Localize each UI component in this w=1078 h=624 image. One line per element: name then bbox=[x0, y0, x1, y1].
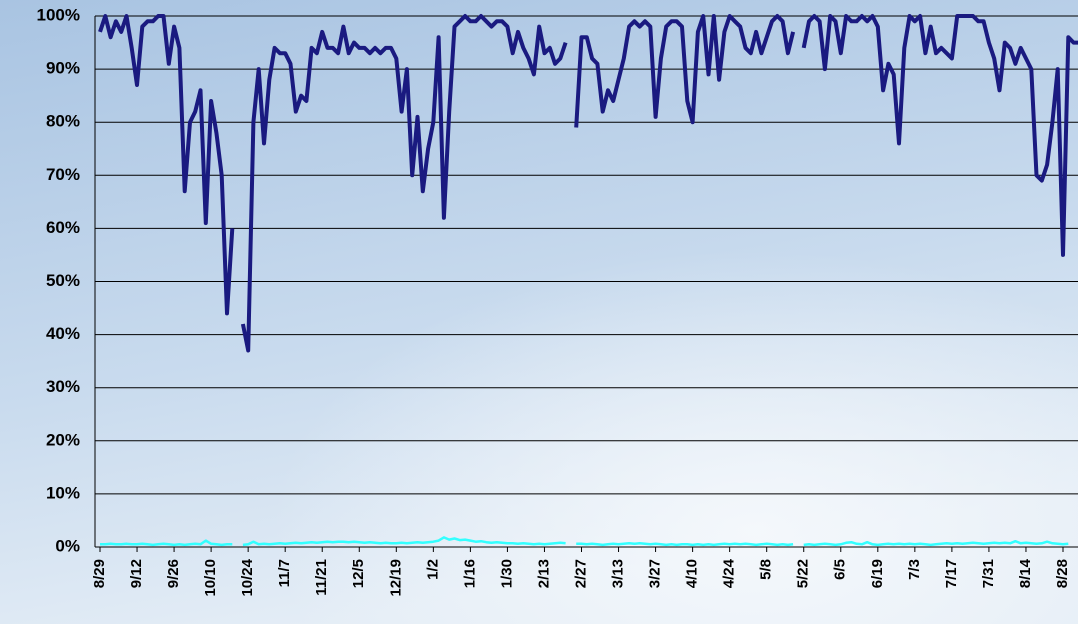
y-tick-label: 0% bbox=[55, 536, 80, 555]
x-tick-label: 2/13 bbox=[535, 559, 552, 588]
x-tick-label: 9/12 bbox=[128, 559, 145, 588]
x-tick-label: 1/2 bbox=[424, 559, 441, 580]
x-tick-label: 3/13 bbox=[610, 559, 627, 588]
y-tick-label: 90% bbox=[46, 59, 80, 78]
x-tick-label: 4/10 bbox=[684, 559, 701, 588]
x-tick-label: 11/21 bbox=[313, 559, 330, 596]
x-tick-label: 3/27 bbox=[647, 559, 664, 588]
x-tick-label: 8/29 bbox=[91, 559, 108, 588]
y-tick-label: 80% bbox=[46, 112, 80, 131]
y-tick-label: 60% bbox=[46, 218, 80, 237]
x-tick-label: 7/3 bbox=[906, 559, 923, 580]
x-tick-label: 8/28 bbox=[1054, 559, 1071, 588]
x-tick-label: 1/30 bbox=[498, 559, 515, 588]
y-tick-label: 20% bbox=[46, 430, 80, 449]
x-tick-label: 12/5 bbox=[350, 559, 367, 588]
series-line bbox=[98, 14, 1078, 353]
x-tick-label: 6/5 bbox=[832, 559, 849, 580]
y-tick-label: 40% bbox=[46, 324, 80, 343]
x-tick-label: 7/17 bbox=[943, 559, 960, 588]
x-tick-label: 5/8 bbox=[758, 559, 775, 580]
x-tick-label: 9/26 bbox=[165, 559, 182, 588]
x-tick-label: 5/22 bbox=[795, 559, 812, 588]
x-tick-label: 11/7 bbox=[276, 559, 293, 587]
x-tick-label: 8/14 bbox=[1017, 558, 1034, 588]
x-tick-label: 12/19 bbox=[387, 559, 404, 597]
y-tick-label: 70% bbox=[46, 165, 80, 184]
x-tick-label: 10/24 bbox=[239, 558, 256, 596]
y-tick-label: 50% bbox=[46, 271, 80, 290]
y-tick-label: 10% bbox=[46, 483, 80, 502]
x-tick-label: 4/24 bbox=[721, 558, 738, 588]
x-tick-label: 10/10 bbox=[202, 559, 219, 597]
x-tick-label: 1/16 bbox=[461, 559, 478, 588]
x-tick-label: 7/31 bbox=[980, 559, 997, 588]
y-tick-label: 100% bbox=[37, 5, 80, 24]
y-tick-label: 30% bbox=[46, 377, 80, 396]
x-tick-label: 2/27 bbox=[572, 559, 589, 588]
series-line bbox=[100, 536, 1069, 547]
x-tick-label: 6/19 bbox=[869, 559, 886, 588]
